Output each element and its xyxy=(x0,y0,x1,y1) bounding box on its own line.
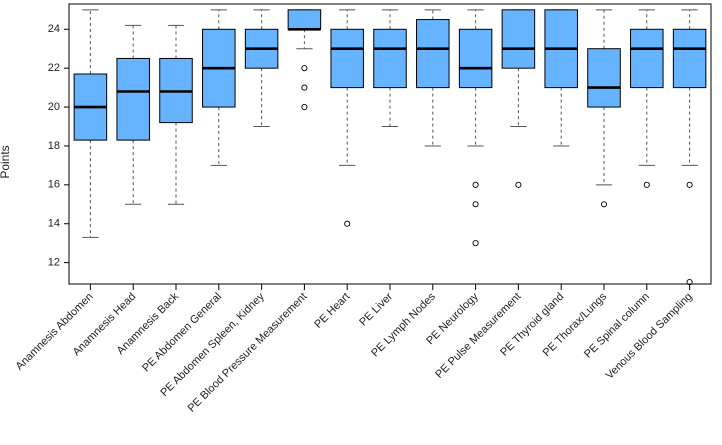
box-2 xyxy=(116,24,150,205)
y-tick-label: 12 xyxy=(48,257,60,269)
box-6 xyxy=(287,9,322,111)
iqr-box xyxy=(630,28,664,89)
y-tick-label: 22 xyxy=(48,62,60,74)
box-4 xyxy=(202,9,236,166)
iqr-box xyxy=(587,48,621,108)
outlier-point xyxy=(472,201,479,208)
y-tick-label: 18 xyxy=(48,140,60,152)
iqr-box xyxy=(373,28,407,89)
iqr-box xyxy=(287,9,322,30)
box-11 xyxy=(501,9,536,188)
iqr-box xyxy=(501,9,536,69)
box-14 xyxy=(630,9,664,188)
outlier-point xyxy=(686,181,693,188)
outlier-point xyxy=(472,240,479,247)
outlier-point xyxy=(301,65,308,72)
box-3 xyxy=(159,24,193,205)
x-tick-label: PE Abdomen General xyxy=(140,291,224,375)
iqr-box xyxy=(116,57,150,141)
outlier-point xyxy=(472,181,479,188)
x-tick-label: PE Heart xyxy=(312,291,352,331)
outlier-point xyxy=(301,104,308,111)
iqr-box xyxy=(458,28,493,89)
x-tick-label: PE Liver xyxy=(357,290,395,328)
box-7 xyxy=(330,9,364,227)
x-tick-label: Venous Blood Sampling xyxy=(604,291,695,382)
box-10 xyxy=(458,9,493,247)
box-15 xyxy=(672,9,707,286)
y-tick-label: 20 xyxy=(48,101,60,113)
x-tick-label: PE Pulse Measurement xyxy=(433,291,523,381)
outlier-point xyxy=(600,201,608,208)
box-8 xyxy=(373,9,407,127)
y-axis-title: Points xyxy=(0,145,12,178)
y-tick-label: 16 xyxy=(48,179,60,191)
box-13 xyxy=(587,9,621,208)
outlier-point xyxy=(643,181,650,188)
box-12 xyxy=(544,9,578,147)
iqr-box xyxy=(330,28,364,89)
box-5 xyxy=(244,9,279,127)
y-tick-label: 14 xyxy=(48,218,60,230)
outlier-point xyxy=(301,84,308,91)
iqr-box xyxy=(672,28,707,89)
x-tick-label: Anamnesis Abdomen xyxy=(14,291,96,373)
box-9 xyxy=(416,9,450,147)
y-tick-label: 24 xyxy=(48,23,60,35)
boxes-layer xyxy=(73,9,707,286)
iqr-box xyxy=(416,19,450,89)
outlier-point xyxy=(515,181,522,188)
box-1 xyxy=(73,9,108,238)
outlier-point xyxy=(344,220,351,227)
y-axis: 12 14 16 18 20 22 24 xyxy=(48,23,70,269)
